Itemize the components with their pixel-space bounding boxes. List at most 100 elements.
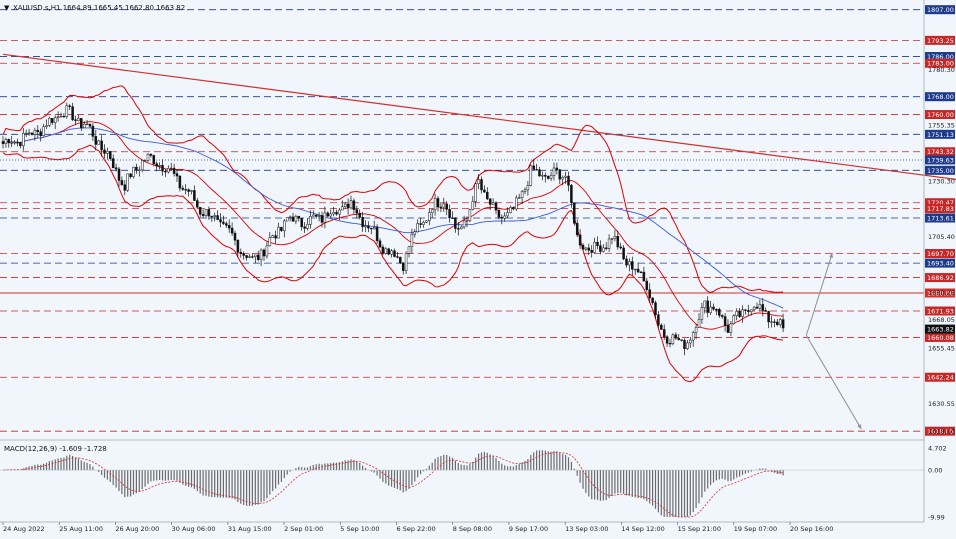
candle-body xyxy=(135,166,138,171)
candle xyxy=(723,313,727,332)
candle xyxy=(193,185,196,202)
candle-body xyxy=(45,125,48,127)
candle-body xyxy=(91,125,95,137)
candle xyxy=(291,212,295,222)
candle-body xyxy=(546,176,550,179)
candle xyxy=(584,247,588,252)
level-tag xyxy=(925,5,955,15)
time-tick-label: 13 Sep 03:00 xyxy=(565,525,608,533)
candle xyxy=(265,241,269,259)
candle-body xyxy=(616,236,620,248)
candle xyxy=(132,166,135,179)
candle xyxy=(349,195,353,210)
candle xyxy=(648,283,651,304)
candle xyxy=(413,229,417,238)
candle-body xyxy=(680,339,683,341)
candle-body xyxy=(491,202,495,205)
candle xyxy=(117,166,121,187)
candle xyxy=(126,173,129,192)
candle xyxy=(207,206,211,220)
candle-body xyxy=(332,211,335,215)
candle-body xyxy=(48,118,51,126)
time-tick-label: 2 Sep 01:00 xyxy=(284,525,323,533)
candle-body xyxy=(454,217,457,229)
candle xyxy=(500,214,504,225)
candle xyxy=(715,308,718,316)
candle xyxy=(100,135,103,157)
candle-body xyxy=(245,255,248,258)
candle xyxy=(604,242,608,251)
time-tick-label: 25 Aug 11:00 xyxy=(59,525,103,533)
bands-layer xyxy=(2,85,784,383)
price-tick-label: 1618.10 xyxy=(928,428,955,436)
candle-body xyxy=(732,315,736,325)
candle-body xyxy=(314,214,318,217)
candle-body xyxy=(309,215,312,225)
chevron-down-icon[interactable]: ▼ xyxy=(4,4,10,12)
candle-body xyxy=(726,325,730,333)
candle-body xyxy=(770,321,773,323)
candle xyxy=(149,153,153,158)
candle xyxy=(509,205,512,214)
candle-body xyxy=(526,185,530,191)
candle xyxy=(462,215,466,229)
candle xyxy=(341,200,344,211)
candle xyxy=(564,171,567,184)
candle-body xyxy=(114,167,118,170)
candle xyxy=(68,104,71,111)
candle-body xyxy=(280,226,283,231)
candle xyxy=(239,248,243,258)
candle xyxy=(152,154,156,167)
macd-tick-label: -9.99 xyxy=(928,514,945,522)
candle xyxy=(767,310,770,329)
level-label: 1751.13 xyxy=(927,131,954,139)
level-tag xyxy=(925,249,955,259)
candle xyxy=(120,176,124,186)
candle xyxy=(541,171,544,181)
candle xyxy=(181,185,185,191)
candle-body xyxy=(349,200,353,209)
candle-body xyxy=(277,226,280,239)
candle xyxy=(430,208,434,219)
candle-body xyxy=(671,334,675,344)
candle-body xyxy=(723,316,727,326)
candle xyxy=(323,206,327,229)
level-label: 1671.93 xyxy=(927,308,954,316)
candle xyxy=(196,197,199,210)
candle xyxy=(175,170,179,182)
candle xyxy=(752,306,756,312)
candle xyxy=(529,164,533,187)
candle xyxy=(82,121,86,128)
candle-body xyxy=(715,308,718,311)
price-tick-label: 1680.25 xyxy=(928,289,955,297)
level-label: 1680.00 xyxy=(927,290,954,298)
candle xyxy=(442,197,446,212)
candle-body xyxy=(13,142,16,144)
candle-body xyxy=(689,339,692,344)
level-label: 1720.47 xyxy=(927,199,954,207)
candle-body xyxy=(254,254,257,257)
candle xyxy=(370,227,373,235)
candle xyxy=(268,232,272,247)
candle xyxy=(526,181,530,196)
candle-body xyxy=(268,237,272,247)
candle-body xyxy=(77,118,80,121)
candle-body xyxy=(239,252,243,254)
candle xyxy=(158,162,161,170)
candle xyxy=(161,159,164,176)
candle-body xyxy=(393,250,396,257)
candle xyxy=(691,330,695,347)
candle xyxy=(558,169,562,184)
candle-body xyxy=(338,209,341,215)
candle xyxy=(729,320,733,337)
time-tick-label: 26 Aug 20:00 xyxy=(115,525,159,533)
time-tick-label: 14 Sep 12:00 xyxy=(621,525,664,533)
candle-body xyxy=(132,166,135,177)
candle-body xyxy=(390,250,393,255)
macd-signal-line xyxy=(2,451,784,518)
candle-body xyxy=(175,173,179,177)
current-price-label: 1663.82 xyxy=(927,326,954,334)
candle-body xyxy=(738,311,741,317)
arrow-head-icon xyxy=(857,424,862,430)
